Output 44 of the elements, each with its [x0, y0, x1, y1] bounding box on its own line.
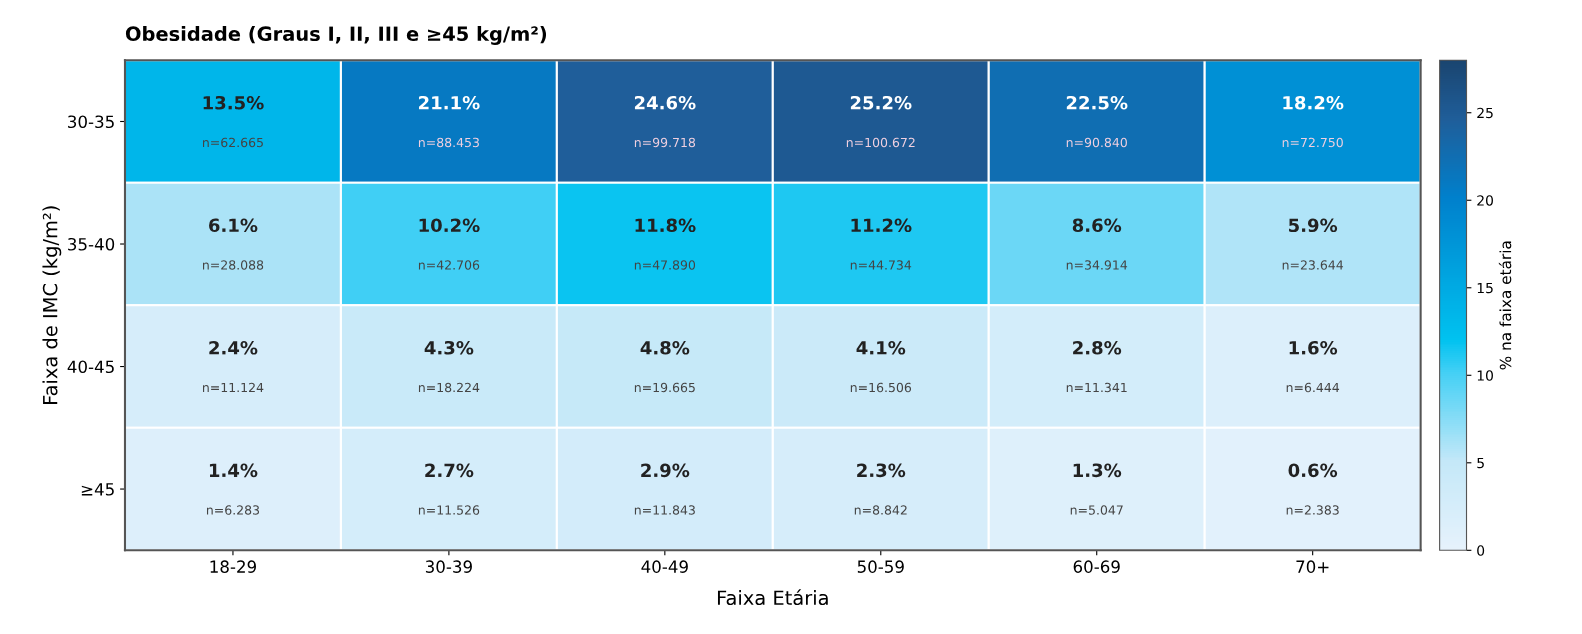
- x-axis-title: Faixa Etária: [717, 589, 828, 606]
- text: 18.2% n=72.750: [1282, 95, 1344, 148]
- text: 11.2% n=44.734: [850, 218, 912, 270]
- text: 1.6% n=6.444: [1286, 340, 1340, 393]
- text: 24.6% n=99.718: [634, 95, 696, 148]
- color-bar-label: 0: [1477, 545, 1485, 556]
- text: 2.9% n=11.843: [634, 463, 695, 515]
- text: 4.1% n=16.506: [850, 340, 912, 393]
- y-tick-label: 40-45: [67, 360, 114, 374]
- text: 2.7% n=11.526: [418, 463, 480, 515]
- text: 0.6% n=2.383: [1286, 463, 1339, 515]
- text: 25.2% n=100.672: [846, 95, 915, 148]
- color-bar-label: 25: [1477, 107, 1493, 119]
- text: 22.5% n=90.840: [1066, 95, 1128, 148]
- color-bar-label: 20: [1477, 195, 1493, 206]
- text: 5.9% n=23.644: [1282, 218, 1344, 270]
- text: 6.1% n=28.088: [203, 218, 264, 270]
- x-tick-label: 50-59: [857, 560, 904, 573]
- x-tick-label: 70+: [1296, 560, 1329, 573]
- color-bar-label: 15: [1477, 282, 1493, 294]
- color-bar-label: 5: [1477, 457, 1484, 469]
- text: 2.4% n=11.124: [203, 340, 264, 393]
- text: 2.8% n=11.341: [1066, 340, 1127, 393]
- text: 4.8% n=19.665: [634, 340, 695, 393]
- chart-title: Obesidade (Graus I, II, III e ≥45 kg/m²): [125, 26, 547, 45]
- color-bar-title: % na faixa etária: [1498, 241, 1512, 370]
- y-tick-label: ≥45: [81, 483, 114, 496]
- color-bar-label: 10: [1477, 370, 1493, 381]
- x-tick-label: 60-69: [1073, 560, 1120, 573]
- text: 21.1% n=88.453: [418, 95, 480, 148]
- text: 8.6% n=34.914: [1066, 218, 1128, 270]
- text: 10.2% n=42.706: [418, 218, 480, 270]
- y-axis-title: Faixa de IMC (kg/m²): [42, 206, 62, 404]
- text: 1.3% n=5.047: [1070, 463, 1123, 515]
- text: 11.8% n=47.890: [634, 218, 696, 270]
- text: 1.4% n=6.283: [206, 463, 260, 515]
- y-tick-label: 35-40: [68, 237, 115, 251]
- x-tick-label: 40-49: [641, 560, 688, 573]
- y-tick-label: 30-35: [68, 115, 114, 129]
- x-tick-label: 30-39: [425, 560, 472, 573]
- text: 13.5% n=62.665: [203, 95, 264, 148]
- text: 2.3% n=8.842: [854, 463, 907, 515]
- text: 4.3% n=18.224: [418, 340, 480, 393]
- x-tick-label: 18-29: [210, 560, 256, 573]
